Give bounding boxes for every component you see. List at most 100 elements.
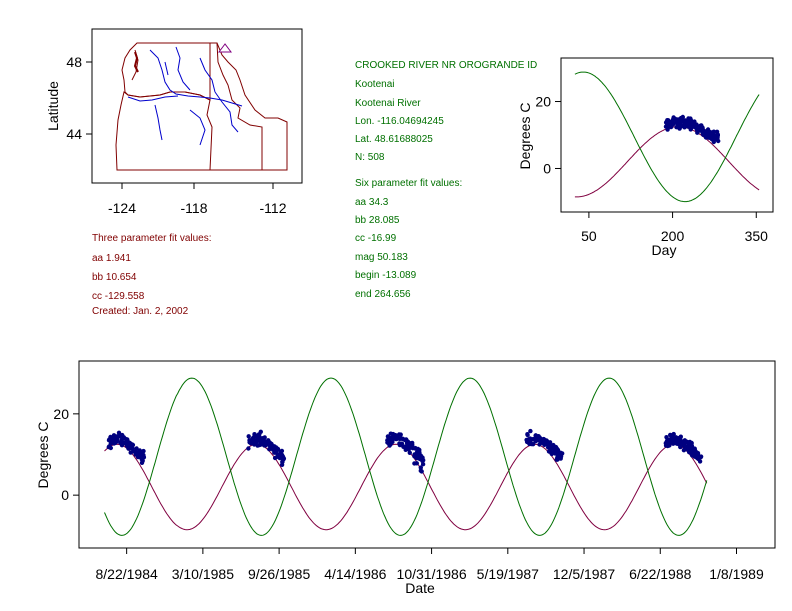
date-chart-xlabel: Date [405, 580, 435, 596]
montana-outline [216, 42, 288, 171]
data-point [667, 122, 672, 127]
data-point [141, 455, 146, 460]
three-aa: aa 1.941 [92, 253, 131, 264]
data-point [418, 465, 423, 470]
station-basin: Kootenai [355, 79, 394, 90]
data-point [267, 447, 272, 452]
data-point [272, 444, 277, 450]
day-chart: 50 200 350 0 20 Degrees C Day [517, 57, 774, 258]
data-point [256, 432, 261, 437]
data-point [675, 120, 681, 125]
map-rivers [127, 46, 243, 146]
station-lon: Lon. -116.04694245 [355, 116, 444, 127]
data-point [671, 115, 676, 120]
data-point [528, 428, 533, 434]
data-point [385, 434, 391, 439]
data-point [420, 462, 426, 467]
map-xtick-label: -124 [108, 200, 136, 216]
data-point [683, 119, 688, 125]
station-river: Kootenai River [355, 98, 421, 109]
data-point [694, 126, 700, 131]
data-point [551, 450, 556, 455]
data-point [714, 129, 720, 134]
data-point [418, 455, 423, 460]
columbia-river [149, 49, 243, 107]
data-point [262, 435, 267, 440]
data-point [403, 444, 408, 449]
data-point [280, 459, 285, 465]
data-point [140, 450, 145, 456]
day-xtick-label: 200 [661, 228, 685, 244]
data-point [525, 432, 530, 437]
three-cc: cc -129.558 [92, 291, 145, 302]
day-chart-frame [560, 57, 774, 213]
data-point [395, 435, 401, 441]
day-ytick-label: 0 [543, 160, 551, 176]
date-xtick-label: 4/14/1986 [324, 566, 386, 582]
date-ytick-label: 20 [53, 406, 69, 422]
date-xtick-label: 8/22/1984 [95, 566, 157, 582]
data-point [253, 439, 258, 444]
data-point [400, 436, 406, 442]
six-cc: cc -16.99 [355, 233, 397, 244]
data-point [246, 446, 251, 451]
data-point [543, 439, 548, 444]
data-point [259, 438, 264, 444]
data-point [702, 131, 707, 136]
date-chart-frame [78, 360, 776, 549]
data-point [388, 431, 393, 436]
data-point [667, 443, 672, 448]
data-point [140, 458, 145, 463]
six-mag: mag 50.183 [355, 252, 408, 263]
station-marker-icon [218, 43, 232, 53]
data-point [674, 125, 679, 130]
data-point [694, 122, 699, 127]
created-date: Created: Jan. 2, 2002 [92, 306, 189, 317]
day-axes: 50 200 350 0 20 [535, 94, 768, 244]
data-point [697, 459, 703, 464]
station-name: CROOKED RIVER NR OROGRANDE ID [355, 60, 537, 71]
six-begin: begin -13.089 [355, 270, 417, 281]
data-point [114, 439, 119, 445]
data-point [414, 451, 419, 457]
three-bb: bb 10.654 [92, 272, 137, 283]
map-xtick-label: -118 [181, 200, 208, 216]
data-point [688, 127, 693, 132]
day-chart-xlabel: Day [652, 242, 677, 258]
data-point [263, 439, 268, 445]
data-point [527, 439, 532, 444]
data-point [551, 444, 556, 449]
data-point [111, 436, 116, 441]
data-point [555, 447, 561, 453]
map-panel: -124 -118 -112 48 44 Latitude [45, 28, 303, 216]
data-point [547, 440, 553, 445]
date-xtick-label: 1/8/1989 [709, 566, 764, 582]
oregon-outline [115, 91, 213, 171]
data-point [555, 455, 560, 460]
data-point [688, 116, 693, 121]
station-lat: Lat. 48.61688025 [355, 134, 433, 145]
six-end: end 264.656 [355, 289, 411, 300]
map-frame [91, 28, 303, 184]
data-point [420, 458, 425, 463]
data-point [279, 448, 285, 454]
six-aa: aa 34.3 [355, 197, 389, 208]
map-ylabel: Latitude [45, 81, 61, 131]
data-point [407, 450, 412, 455]
data-point [698, 123, 704, 129]
data-point [678, 434, 683, 439]
three-header: Three parameter fit values: [92, 233, 212, 244]
data-point [276, 452, 282, 458]
data-point [408, 444, 413, 449]
data-point [388, 439, 393, 444]
data-point [106, 438, 112, 443]
data-point [412, 461, 417, 466]
date-xtick-label: 9/26/1985 [248, 566, 310, 582]
data-point [122, 440, 128, 445]
date-ytick-label: 0 [61, 487, 69, 503]
data-point [707, 130, 713, 135]
data-point [398, 432, 403, 437]
data-point [390, 434, 395, 440]
date-chart-ylabel: Degrees C [35, 422, 51, 489]
